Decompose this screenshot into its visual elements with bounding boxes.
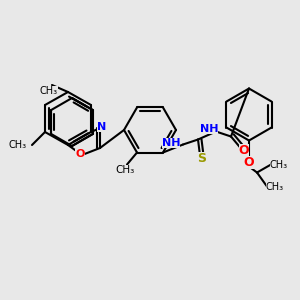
Text: O: O [75, 149, 85, 159]
Text: CH₃: CH₃ [116, 164, 135, 175]
Text: S: S [197, 152, 206, 165]
Text: CH₃: CH₃ [266, 182, 284, 191]
Text: N: N [98, 122, 106, 132]
Text: CH₃: CH₃ [40, 86, 58, 96]
Text: O: O [244, 156, 254, 169]
Text: CH₃: CH₃ [270, 160, 288, 170]
Text: O: O [239, 144, 249, 157]
Text: NH: NH [200, 124, 218, 134]
Text: CH₃: CH₃ [9, 140, 27, 150]
Text: NH: NH [162, 137, 180, 148]
